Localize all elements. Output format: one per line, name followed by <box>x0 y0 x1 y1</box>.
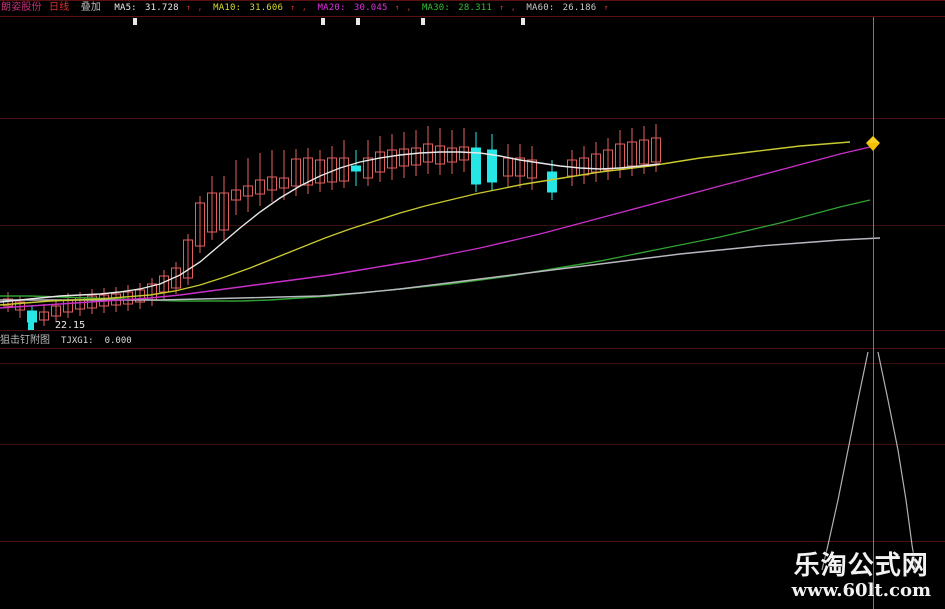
header-bottom-rule <box>0 16 945 17</box>
ma5-label: MA5: <box>114 3 137 13</box>
stock-name-label[interactable]: 朗姿股份 <box>1 2 42 13</box>
sub-gridline-2 <box>0 363 945 364</box>
watermark: 乐淘公式网 www.60lt.com <box>792 545 931 601</box>
ma10-arrow-up-icon: ↑ <box>290 3 296 12</box>
watermark-url: www.60lt.com <box>791 580 931 601</box>
ma-separator-3: , <box>406 3 412 13</box>
tickmark-5 <box>521 18 525 25</box>
overlay-label[interactable]: 叠加 <box>80 2 102 13</box>
sub-panel-title-bar[interactable]: 狙击钉附图 TJXG1: 0.000 <box>0 334 132 347</box>
sub-indicator-value: 0.000 <box>104 336 132 346</box>
tjxg1-right-branch <box>877 351 917 571</box>
chart-header-bar[interactable]: 朗姿股份 日线 叠加 MA5: 31.728 ↑ , MA10: 31.606 … <box>0 0 945 16</box>
ma10-value: 31.606 <box>249 3 284 13</box>
ma-separator-4: , <box>510 3 517 13</box>
sub-indicator-pane[interactable] <box>0 347 945 609</box>
ma5-line <box>0 151 661 303</box>
tickmark-4 <box>421 18 425 25</box>
ma10-label: MA10: <box>213 3 242 13</box>
tickmark-3 <box>356 18 360 25</box>
ma20-arrow-up-icon: ↑ <box>394 3 400 12</box>
price-gridline-2 <box>0 225 945 226</box>
crosshair-vertical-line[interactable] <box>873 17 874 609</box>
ma5-arrow-up-icon: ↑ <box>186 3 192 12</box>
ma60-line <box>0 237 881 301</box>
sub-gridline-4 <box>0 541 945 542</box>
ma30-arrow-up-icon: ↑ <box>499 3 505 12</box>
price-gridline-3 <box>0 330 945 331</box>
ma10-line <box>0 141 851 306</box>
watermark-site-name: 乐淘公式网 <box>793 551 929 581</box>
ma-separator-2: , <box>301 3 308 13</box>
price-tag-box <box>28 316 34 330</box>
tickmark-1 <box>133 18 137 25</box>
ma20-value: 30.045 <box>353 3 388 13</box>
ma30-label: MA30: <box>421 3 451 13</box>
ma-separator-1: , <box>197 3 203 13</box>
sub-indicator-label: TJXG1: <box>61 336 94 346</box>
sub-indicator-name[interactable]: 狙击钉附图 <box>0 335 50 346</box>
price-tag-value: 22.15 <box>55 320 86 331</box>
candlestick-series <box>3 124 661 328</box>
sub-gridline-1 <box>0 348 945 349</box>
ma30-value: 28.311 <box>458 3 492 13</box>
price-gridline-1 <box>0 118 945 119</box>
header-top-rule <box>0 0 945 1</box>
ma5-value: 31.728 <box>145 3 179 13</box>
sub-gridline-3 <box>0 444 945 445</box>
ma60-value: 26.186 <box>562 3 597 13</box>
marker-top-triangle <box>866 136 880 143</box>
ma30-line <box>0 199 871 302</box>
ma60-arrow-up-icon: ↑ <box>603 3 609 12</box>
sub-indicator-svg <box>821 351 917 571</box>
price-chart-pane[interactable] <box>0 17 945 340</box>
marker-bottom-triangle <box>866 143 880 151</box>
tickmark-2 <box>321 18 325 25</box>
period-label-daily[interactable]: 日线 <box>49 2 70 13</box>
ma60-label: MA60: <box>526 3 555 13</box>
ma20-line <box>0 146 871 309</box>
ma20-label: MA20: <box>317 3 346 13</box>
tjxg1-left-branch <box>821 351 869 571</box>
price-chart-svg <box>0 124 881 328</box>
